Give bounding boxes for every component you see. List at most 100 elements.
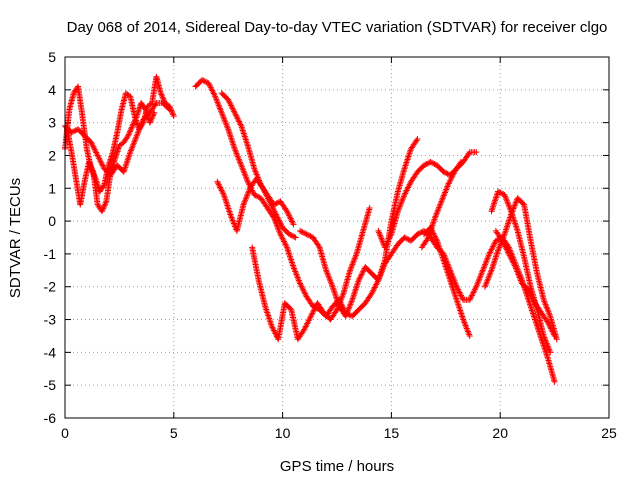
data-point	[403, 158, 410, 165]
data-point	[331, 289, 338, 296]
y-tick-label: 5	[48, 49, 56, 65]
data-point	[123, 161, 130, 168]
data-point	[345, 307, 352, 314]
data-point	[513, 223, 520, 230]
data-point	[433, 210, 440, 217]
data-point	[474, 280, 481, 287]
data-point	[98, 208, 105, 215]
data-point	[149, 112, 156, 119]
data-point	[236, 118, 243, 125]
data-point	[386, 235, 393, 242]
data-point	[493, 193, 500, 200]
data-point	[209, 87, 216, 94]
data-point	[485, 252, 492, 259]
data-point	[488, 246, 495, 253]
data-point	[501, 242, 508, 249]
data-point	[327, 277, 334, 284]
data-point	[213, 97, 220, 104]
x-tick-label: 5	[170, 425, 178, 441]
data-point	[220, 190, 227, 197]
y-tick-label: 4	[48, 82, 56, 98]
data-point	[148, 115, 155, 122]
data-point	[375, 277, 382, 284]
data-point	[504, 199, 511, 206]
data-point	[170, 113, 177, 120]
x-tick-label: 20	[492, 425, 508, 441]
data-point	[131, 117, 138, 124]
data-point	[401, 234, 408, 241]
data-point	[344, 308, 351, 315]
data-point	[463, 325, 470, 332]
data-point	[95, 153, 102, 160]
data-point	[219, 111, 226, 118]
data-point	[458, 292, 465, 299]
data-point	[444, 183, 451, 190]
data-point	[206, 81, 213, 88]
data-point	[513, 265, 520, 272]
data-point	[281, 238, 288, 245]
data-point	[437, 201, 444, 208]
data-point	[394, 208, 401, 215]
data-point	[447, 177, 454, 184]
data-point	[285, 250, 292, 257]
data-point	[434, 208, 441, 215]
data-point	[505, 200, 512, 207]
data-point	[301, 289, 308, 296]
data-point	[252, 168, 259, 175]
data-point	[281, 239, 288, 246]
data-point	[547, 325, 554, 332]
data-point	[273, 212, 280, 219]
data-point	[396, 203, 403, 210]
data-point	[414, 231, 421, 238]
data-point	[378, 236, 385, 243]
data-point	[503, 197, 510, 204]
data-point	[424, 235, 431, 242]
data-point	[287, 254, 294, 261]
data-point	[297, 281, 304, 288]
data-point	[471, 288, 478, 295]
data-point	[226, 208, 233, 215]
data-point	[339, 291, 346, 298]
data-point	[371, 284, 378, 291]
data-point	[328, 280, 335, 287]
data-point	[508, 256, 515, 263]
data-point	[472, 285, 479, 292]
data-point	[476, 276, 483, 283]
data-point	[401, 164, 408, 171]
data-point	[540, 332, 547, 339]
data-point	[93, 149, 100, 156]
series-track-7	[249, 204, 373, 343]
data-point	[298, 228, 305, 235]
data-point	[139, 119, 146, 126]
data-point	[266, 317, 273, 324]
data-point	[447, 176, 454, 183]
data-point	[479, 268, 486, 275]
data-point	[218, 187, 225, 194]
data-point	[352, 287, 359, 294]
data-point	[226, 130, 233, 137]
data-point	[124, 158, 131, 165]
data-point	[241, 200, 248, 207]
data-point	[506, 203, 513, 210]
x-tick-label: 0	[61, 425, 69, 441]
data-point	[130, 120, 137, 127]
data-point	[288, 216, 295, 223]
data-point	[384, 238, 391, 245]
data-point	[230, 218, 237, 225]
data-point	[404, 186, 411, 193]
data-point	[217, 106, 224, 113]
data-point	[147, 118, 154, 125]
data-point	[491, 200, 498, 207]
data-point	[507, 253, 514, 260]
data-point	[278, 232, 285, 239]
data-point	[223, 200, 230, 207]
data-point	[507, 206, 514, 213]
data-point	[387, 232, 394, 239]
data-point	[460, 316, 467, 323]
data-point	[207, 83, 214, 90]
data-point	[477, 273, 484, 280]
data-point	[491, 199, 498, 206]
data-point	[455, 288, 462, 295]
data-point	[203, 78, 210, 85]
data-point	[124, 134, 131, 141]
